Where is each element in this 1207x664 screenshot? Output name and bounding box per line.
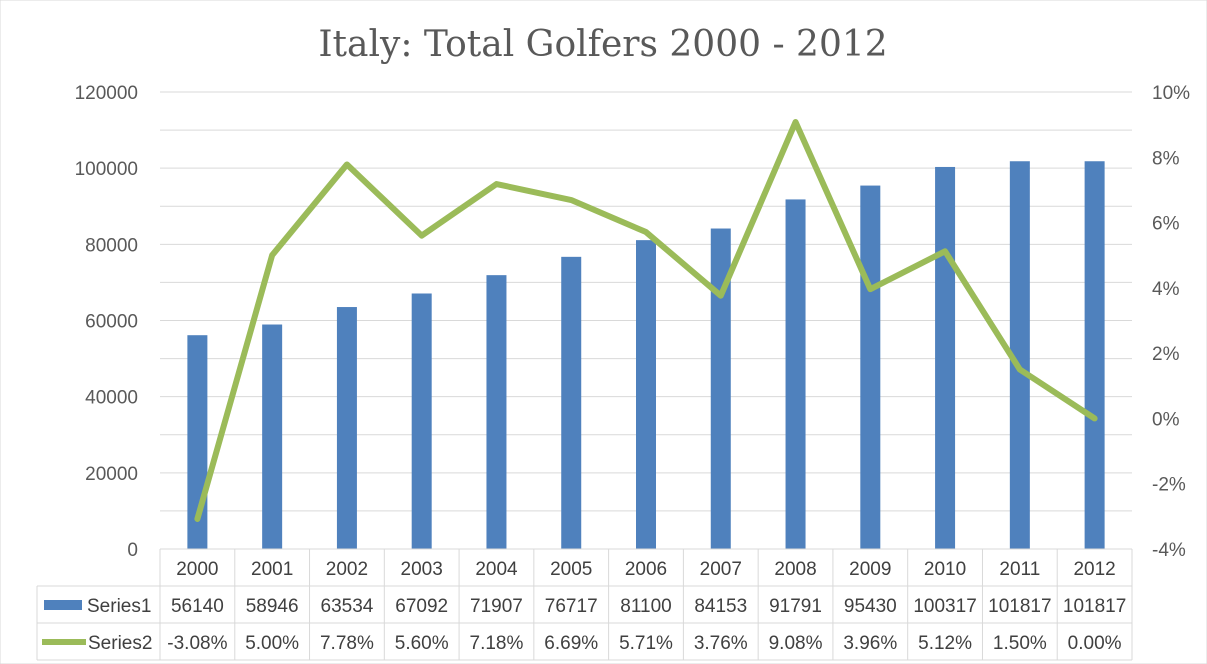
line-series: [194, 119, 1098, 522]
series1-value: 71907: [470, 596, 523, 617]
line-point: [869, 288, 871, 290]
left-axis-tick-label: 20000: [85, 464, 138, 485]
bar: [710, 228, 731, 549]
line-point: [570, 199, 572, 201]
line-point: [720, 295, 722, 297]
left-axis-tick-label: 80000: [85, 235, 138, 256]
series1-value: 63534: [321, 596, 374, 617]
right-axis-tick-label: 2%: [1152, 344, 1180, 365]
category-label: 2012: [1073, 559, 1115, 580]
right-axis-tick-label: 6%: [1152, 214, 1180, 235]
chart-title: Italy: Total Golfers 2000 - 2012: [318, 24, 887, 65]
series1-value: 101817: [1063, 596, 1126, 617]
line-point: [1094, 417, 1096, 419]
series1-value: 67092: [395, 596, 448, 617]
series2-value: 0.00%: [1068, 633, 1122, 654]
series2-value: 3.96%: [843, 633, 897, 654]
bar: [636, 240, 656, 549]
bar: [1009, 161, 1030, 549]
category-label: 2002: [326, 559, 368, 580]
series2-value: 6.69%: [544, 633, 598, 654]
bar: [860, 185, 881, 550]
series1-value: 81100: [620, 596, 671, 617]
bar: [561, 256, 582, 549]
series2-value: -3.08%: [167, 633, 227, 654]
right-axis-tick-label: -2%: [1152, 475, 1186, 496]
right-axis-tick-label: 8%: [1152, 148, 1180, 169]
bar: [486, 275, 507, 549]
left-axis-tick-label: 60000: [85, 312, 138, 333]
line-point: [421, 235, 423, 237]
line-point: [795, 121, 797, 123]
series2-value: 5.00%: [245, 633, 299, 654]
category-label: 2003: [401, 559, 443, 580]
series2-value: 7.18%: [470, 633, 524, 654]
bar: [1084, 161, 1105, 549]
category-label: 2001: [251, 559, 293, 580]
line-point: [346, 163, 348, 165]
series2-value: 5.60%: [395, 633, 449, 654]
right-axis-tick-label: 4%: [1152, 279, 1180, 300]
series2-value: 5.12%: [918, 633, 972, 654]
right-axis-tick-label: 0%: [1152, 409, 1180, 430]
line-point: [944, 250, 946, 252]
series1-value: 95430: [844, 596, 897, 617]
series1-value: 56140: [171, 596, 224, 617]
line-point: [1019, 368, 1021, 370]
series2-name: Series2: [88, 633, 152, 654]
bar: [336, 307, 357, 549]
series2-value: 3.76%: [694, 633, 748, 654]
category-label: 2000: [176, 559, 218, 580]
series1-legend-key: [44, 600, 82, 610]
left-axis-tick-label: 0: [127, 540, 138, 561]
line-point: [645, 231, 647, 233]
category-label: 2010: [924, 559, 966, 580]
left-axis-tick-label: 100000: [75, 159, 138, 180]
category-label: 2007: [700, 559, 742, 580]
series1-name: Series1: [87, 596, 151, 617]
series2-value: 1.50%: [993, 633, 1047, 654]
series1-value: 76717: [545, 596, 598, 617]
series1-value: 91791: [769, 596, 822, 617]
left-axis-tick-label: 120000: [75, 83, 138, 104]
line-point: [196, 518, 198, 520]
category-label: 2008: [774, 559, 816, 580]
category-label: 2006: [625, 559, 667, 580]
series2-value: 5.71%: [619, 633, 673, 654]
bar: [411, 293, 432, 549]
line-point: [271, 254, 273, 256]
category-label: 2005: [550, 559, 592, 580]
category-label: 2009: [849, 559, 891, 580]
bar: [785, 199, 806, 550]
series1-value: 100317: [913, 596, 976, 617]
left-axis-ticks: 0 20000 40000 60000 80000 100000 120000: [75, 83, 138, 561]
series2-value: 7.78%: [320, 633, 374, 654]
series1-value: 84153: [694, 596, 747, 617]
bar: [935, 166, 956, 550]
series1-value: 58946: [246, 596, 299, 617]
right-axis-tick-label: -4%: [1152, 540, 1186, 561]
category-label: 2004: [475, 559, 518, 580]
right-axis-tick-label: 10%: [1152, 83, 1190, 104]
left-axis-tick-label: 40000: [85, 388, 138, 409]
series2-value: 9.08%: [769, 633, 823, 654]
series1-value: 101817: [988, 596, 1051, 617]
bar: [262, 324, 283, 549]
category-label: 2011: [999, 559, 1040, 580]
data-table: 2000 2001 2002 2003 2004 2005 2006 2007 2008 2009…: [36, 548, 1133, 661]
right-axis-ticks: -4% -2% 0% 2% 4% 6% 8% 10%: [1152, 83, 1190, 561]
line-point: [495, 183, 497, 185]
